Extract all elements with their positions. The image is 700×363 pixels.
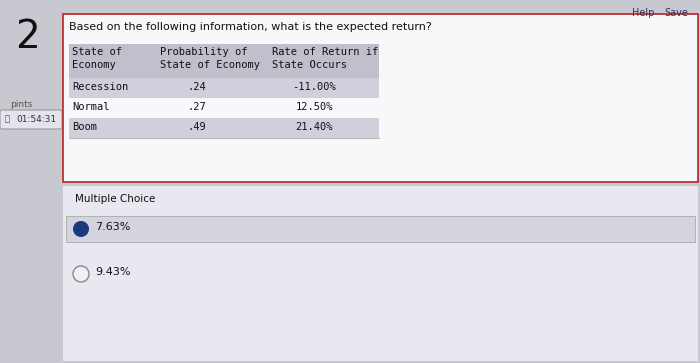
Text: Recession: Recession — [72, 82, 128, 92]
Text: 7.63%: 7.63% — [95, 222, 130, 232]
Text: .24: .24 — [188, 82, 206, 92]
Text: Based on the following information, what is the expected return?: Based on the following information, what… — [69, 22, 432, 32]
Text: State of: State of — [72, 47, 122, 57]
Text: Probability of: Probability of — [160, 47, 248, 57]
FancyBboxPatch shape — [69, 78, 379, 98]
Text: Boom: Boom — [72, 122, 97, 132]
Text: Economy: Economy — [72, 60, 116, 70]
Text: Normal: Normal — [72, 102, 109, 112]
Text: State of Economy: State of Economy — [160, 60, 260, 70]
Text: 21.40%: 21.40% — [295, 122, 332, 132]
FancyBboxPatch shape — [63, 14, 698, 182]
Text: .49: .49 — [188, 122, 206, 132]
FancyBboxPatch shape — [63, 186, 698, 361]
Text: Help: Help — [632, 8, 654, 18]
Text: Save: Save — [664, 8, 688, 18]
FancyBboxPatch shape — [69, 44, 379, 78]
Text: State Occurs: State Occurs — [272, 60, 347, 70]
Text: pints: pints — [10, 100, 32, 109]
Text: Multiple Choice: Multiple Choice — [75, 194, 155, 204]
Circle shape — [73, 221, 89, 237]
Text: ⌛: ⌛ — [5, 114, 10, 123]
FancyBboxPatch shape — [69, 98, 379, 118]
Text: 9.43%: 9.43% — [95, 267, 130, 277]
Circle shape — [73, 266, 89, 282]
Text: 01:54:31: 01:54:31 — [16, 114, 56, 123]
FancyBboxPatch shape — [0, 110, 62, 129]
Text: -11.00%: -11.00% — [292, 82, 336, 92]
FancyBboxPatch shape — [66, 216, 695, 242]
Text: .27: .27 — [188, 102, 206, 112]
Text: 12.50%: 12.50% — [295, 102, 332, 112]
FancyBboxPatch shape — [66, 261, 695, 287]
Text: 2: 2 — [15, 18, 41, 56]
FancyBboxPatch shape — [69, 118, 379, 138]
Text: Rate of Return if: Rate of Return if — [272, 47, 378, 57]
